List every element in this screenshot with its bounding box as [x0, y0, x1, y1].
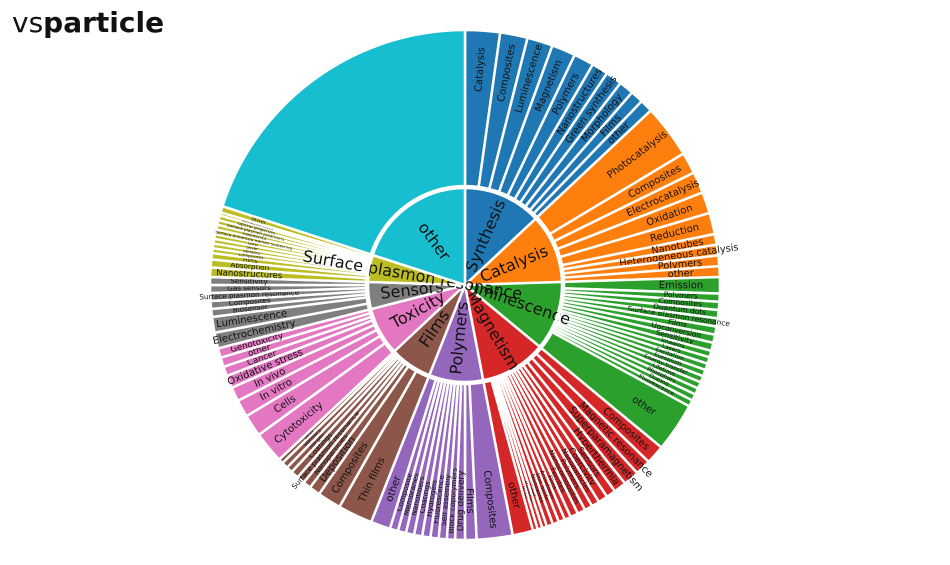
- subcategory-label-surface-plasmon-resonance-plasmonics: Plasmonics: [242, 231, 268, 242]
- subcategory-label-polymers-films: Films: [464, 488, 476, 514]
- subcategory-label-magnetism-nickel: Nickel: [519, 486, 528, 500]
- vsparticle-logo: vs particle: [12, 6, 164, 46]
- subcategory-label-polymers-drug-delivery: Drug delivery: [456, 470, 467, 532]
- subcategory-label-luminescence-polymers: Polymers: [664, 290, 699, 301]
- subcategory-label-magnetism-films: Films: [546, 475, 557, 491]
- subcategory-label-surface-plasmon-resonance-other: other: [250, 216, 267, 226]
- subcategory-label-synthesis-catalysis: Catalysis: [473, 47, 487, 93]
- ring-separator: [365, 185, 565, 385]
- logo-name: particle: [43, 6, 165, 39]
- subcategory-label-surface-plasmon-resonance-composites: Composites: [238, 252, 265, 261]
- subcategory-label-surface-plasmon-resonance-sensors: Sensors: [243, 248, 261, 257]
- subcategory-label-surface-plasmon-resonance-gold: Gold: [247, 240, 258, 248]
- subcategory-label-magnetism-cobalt: Cobalt: [527, 483, 537, 498]
- subcategory-label-luminescence-emission: Emission: [659, 280, 704, 291]
- logo-prefix: vs: [12, 6, 44, 39]
- subcategory-label-surface-plasmon-resonance-films: Films: [243, 257, 258, 265]
- subcategory-label-sensors-sensitivity: Sensitivity: [230, 276, 268, 286]
- subcategory-label-surface-plasmon-resonance-silver: Silver: [246, 244, 259, 252]
- subcategory-label-sensors-gas-sensors: Gas sensors: [227, 283, 271, 293]
